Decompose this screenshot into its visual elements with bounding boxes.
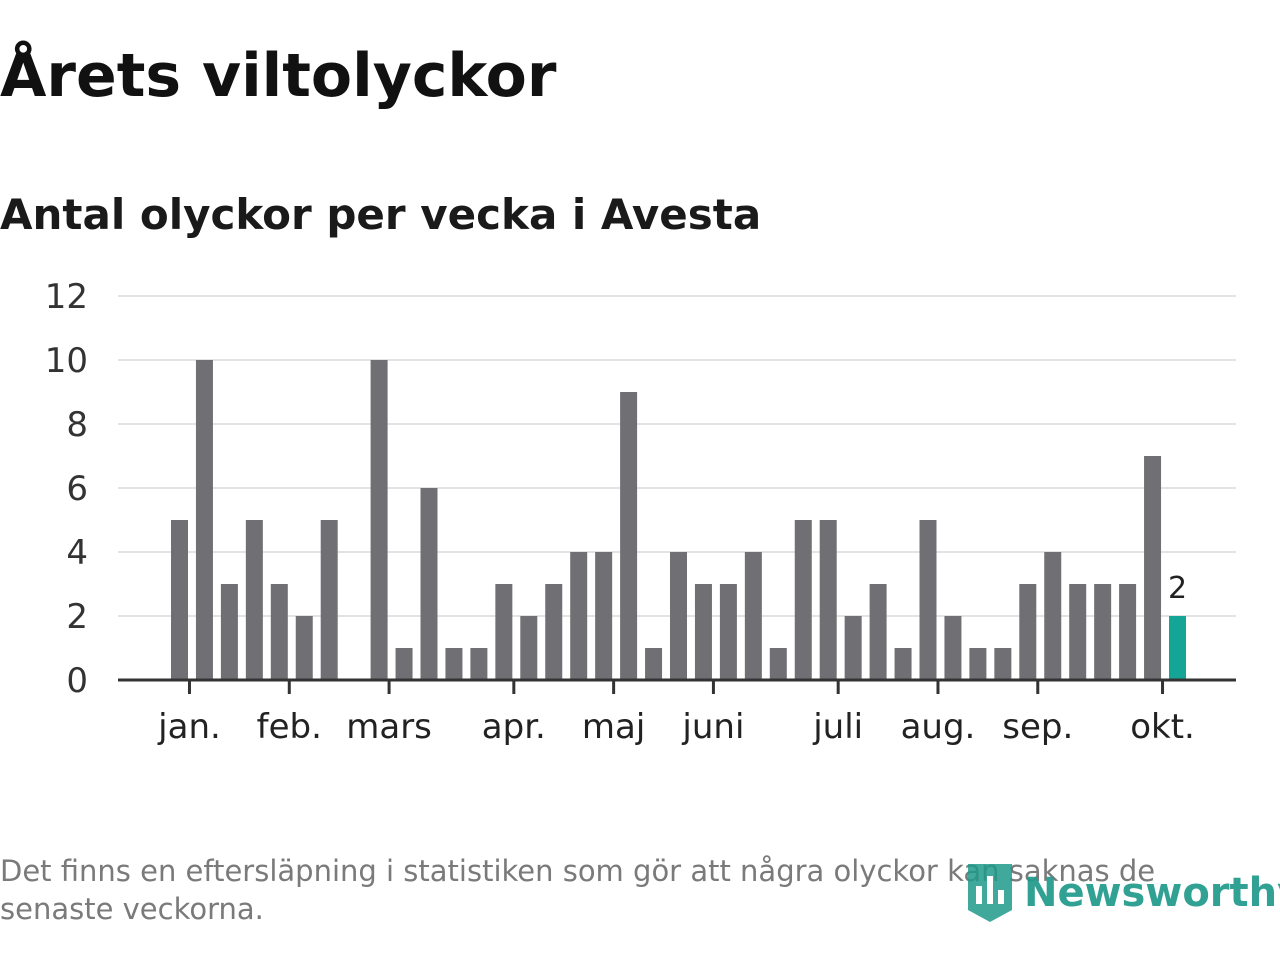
bar-value-label: 2	[1168, 571, 1187, 606]
bar	[1044, 552, 1062, 680]
bar	[994, 648, 1012, 680]
bar	[520, 616, 538, 680]
bar	[844, 616, 862, 680]
bar-chart: 0 2 4 6 8 10 12 2 jan. feb. mars apr. maj juni juli a…	[45, 277, 1236, 747]
y-tick-label: 2	[66, 597, 88, 637]
chart-subtitle: Antal olyckor per vecka i Avesta	[0, 190, 762, 239]
bar	[944, 616, 962, 680]
footnote: Det finns en eftersläpning i statistiken…	[0, 854, 1156, 926]
y-axis-ticks: 0 2 4 6 8 10 12	[45, 277, 88, 701]
bar	[794, 520, 812, 680]
bar	[894, 648, 912, 680]
bar	[694, 584, 712, 680]
x-tick-label: juni	[681, 707, 744, 747]
y-tick-label: 10	[45, 341, 88, 381]
bar	[270, 584, 288, 680]
x-tick-label: sep.	[1002, 707, 1073, 747]
bar	[171, 520, 188, 680]
bar	[869, 584, 887, 680]
bar	[545, 584, 563, 680]
x-tick-label: juli	[812, 707, 863, 747]
chart-title: Årets viltolyckor	[0, 41, 557, 111]
bar	[744, 552, 762, 680]
y-tick-label: 4	[66, 533, 88, 573]
bar	[1144, 456, 1162, 680]
bar	[295, 616, 313, 680]
bar	[195, 360, 213, 680]
x-tick-label: okt.	[1130, 707, 1195, 747]
bar	[670, 552, 687, 680]
bar	[1119, 584, 1137, 680]
bar	[769, 648, 787, 680]
bar-highlight	[1169, 616, 1186, 680]
bar	[395, 648, 413, 680]
newsworthy-logo: Newsworthy	[964, 860, 1280, 926]
x-tick-label: mars	[346, 707, 432, 747]
bar	[719, 584, 737, 680]
y-tick-label: 6	[66, 469, 88, 509]
bar	[220, 584, 238, 680]
bar	[420, 488, 438, 680]
x-tick-label: maj	[582, 707, 645, 747]
bar	[620, 392, 638, 680]
y-tick-label: 12	[45, 277, 88, 317]
bar	[370, 360, 388, 680]
bar	[445, 648, 463, 680]
x-tick-label: aug.	[901, 707, 976, 747]
bar	[1019, 584, 1037, 680]
bar	[245, 520, 263, 680]
y-tick-label: 0	[66, 661, 88, 701]
bar	[919, 520, 937, 680]
bar	[1094, 584, 1112, 680]
newsworthy-logo-icon	[968, 864, 1012, 922]
bar	[495, 584, 513, 680]
bar	[819, 520, 837, 680]
bar	[645, 648, 663, 680]
bar	[320, 520, 338, 680]
bar	[595, 552, 613, 680]
bar	[470, 648, 488, 680]
y-tick-label: 8	[66, 405, 88, 445]
bar	[570, 552, 588, 680]
bar	[1069, 584, 1087, 680]
bar	[969, 648, 987, 680]
newsworthy-wordmark: Newsworthy	[1024, 870, 1280, 916]
x-tick-label: jan.	[157, 707, 221, 747]
x-tick-label: apr.	[482, 707, 546, 747]
x-axis-month-labels: jan. feb. mars apr. maj juni juli aug. sep. okt.	[157, 680, 1195, 747]
x-tick-label: feb.	[257, 707, 322, 747]
bars: 2	[171, 360, 1187, 680]
